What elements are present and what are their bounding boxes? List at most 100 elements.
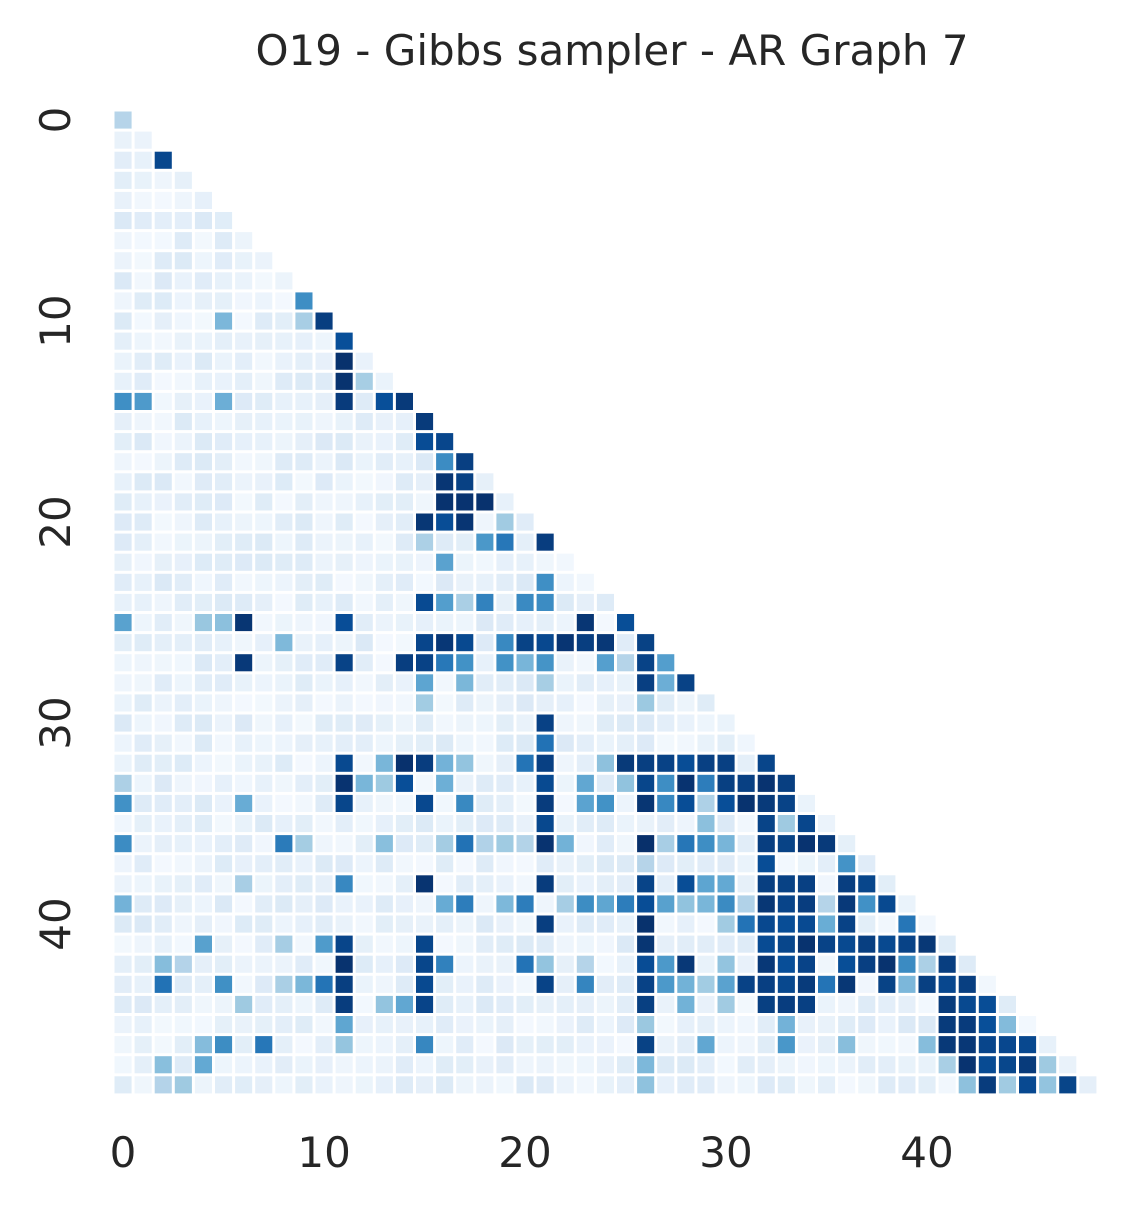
heatmap-cell xyxy=(416,634,434,652)
heatmap-cell xyxy=(335,714,353,732)
heatmap-cell xyxy=(315,1076,333,1094)
heatmap-cell xyxy=(255,493,273,511)
heatmap-cell xyxy=(617,995,635,1013)
heatmap-cell xyxy=(677,875,695,893)
heatmap-cell xyxy=(918,935,936,953)
heatmap-cell xyxy=(255,674,273,692)
heatmap-cell xyxy=(114,1036,132,1054)
heatmap-cell xyxy=(154,1016,172,1034)
heatmap-cell xyxy=(194,774,212,792)
heatmap-cell xyxy=(335,533,353,551)
heatmap-cell xyxy=(436,815,454,833)
heatmap-cell xyxy=(516,1056,534,1074)
heatmap-cell xyxy=(114,734,132,752)
heatmap-cell xyxy=(355,433,373,451)
heatmap-cell xyxy=(416,935,434,953)
heatmap-cell xyxy=(657,815,675,833)
heatmap-cell xyxy=(134,272,152,290)
heatmap-cell xyxy=(757,1076,775,1094)
heatmap-cell xyxy=(436,553,454,571)
heatmap-cell xyxy=(275,995,293,1013)
heatmap-cell xyxy=(134,774,152,792)
heatmap-cell xyxy=(697,815,715,833)
heatmap-cell xyxy=(114,1056,132,1074)
heatmap-cell xyxy=(235,1076,253,1094)
heatmap-cell xyxy=(657,794,675,812)
heatmap-cell xyxy=(275,895,293,913)
heatmap-cell xyxy=(777,774,795,792)
heatmap-cell xyxy=(194,553,212,571)
heatmap-cell xyxy=(194,272,212,290)
heatmap-cell xyxy=(456,573,474,591)
heatmap-cell xyxy=(516,955,534,973)
heatmap-cell xyxy=(596,714,614,732)
heatmap-cell xyxy=(315,895,333,913)
heatmap-cell xyxy=(315,533,333,551)
heatmap-cell xyxy=(275,634,293,652)
heatmap-cell xyxy=(737,895,755,913)
heatmap-cell xyxy=(114,232,132,250)
heatmap-cell xyxy=(476,935,494,953)
heatmap-cell xyxy=(918,1056,936,1074)
heatmap-cell xyxy=(978,975,996,993)
heatmap-cell xyxy=(737,1056,755,1074)
heatmap-cell xyxy=(697,995,715,1013)
heatmap-cell xyxy=(536,553,554,571)
heatmap-cell xyxy=(375,794,393,812)
heatmap-cell xyxy=(134,654,152,672)
heatmap-cell xyxy=(576,975,594,993)
heatmap-cell xyxy=(235,473,253,491)
heatmap-cell xyxy=(355,1016,373,1034)
heatmap-cell xyxy=(697,1076,715,1094)
heatmap-cell xyxy=(315,553,333,571)
heatmap-cell xyxy=(677,714,695,732)
heatmap-cell xyxy=(596,895,614,913)
heatmap-cell xyxy=(657,734,675,752)
heatmap-cell xyxy=(737,955,755,973)
heatmap-cell xyxy=(958,1016,976,1034)
heatmap-cell xyxy=(215,1056,233,1074)
heatmap-cell xyxy=(315,392,333,410)
heatmap-cell xyxy=(194,292,212,310)
heatmap-cell xyxy=(556,794,574,812)
heatmap-cell xyxy=(215,754,233,772)
heatmap-cell xyxy=(838,955,856,973)
heatmap-cell xyxy=(617,975,635,993)
heatmap-cell xyxy=(395,995,413,1013)
heatmap-cell xyxy=(416,815,434,833)
heatmap-cell xyxy=(215,1036,233,1054)
heatmap-cell xyxy=(335,553,353,571)
heatmap-cell xyxy=(596,955,614,973)
heatmap-cell xyxy=(335,794,353,812)
heatmap-cell xyxy=(275,875,293,893)
heatmap-cell xyxy=(576,714,594,732)
heatmap-cell xyxy=(315,714,333,732)
heatmap-cell xyxy=(315,513,333,531)
heatmap-cell xyxy=(174,634,192,652)
heatmap-cell xyxy=(878,975,896,993)
heatmap-cell xyxy=(174,171,192,189)
heatmap-cell xyxy=(315,413,333,431)
heatmap-cell xyxy=(295,352,313,370)
heatmap-cell xyxy=(757,855,775,873)
heatmap-cell xyxy=(717,714,735,732)
heatmap-cell xyxy=(717,1056,735,1074)
heatmap-cell xyxy=(255,754,273,772)
heatmap-cell xyxy=(777,955,795,973)
heatmap-cell xyxy=(194,694,212,712)
heatmap-cell xyxy=(174,191,192,209)
heatmap-cell xyxy=(536,794,554,812)
heatmap-cell xyxy=(576,1076,594,1094)
heatmap-cell xyxy=(355,794,373,812)
heatmap-cell xyxy=(235,975,253,993)
heatmap-cell xyxy=(235,794,253,812)
heatmap-cell xyxy=(637,694,655,712)
heatmap-cell xyxy=(757,794,775,812)
heatmap-cell xyxy=(255,433,273,451)
heatmap-cell xyxy=(194,573,212,591)
heatmap-cell xyxy=(797,1056,815,1074)
heatmap-cell xyxy=(496,553,514,571)
heatmap-cell xyxy=(496,835,514,853)
heatmap-cell xyxy=(516,513,534,531)
heatmap-cell xyxy=(395,855,413,873)
